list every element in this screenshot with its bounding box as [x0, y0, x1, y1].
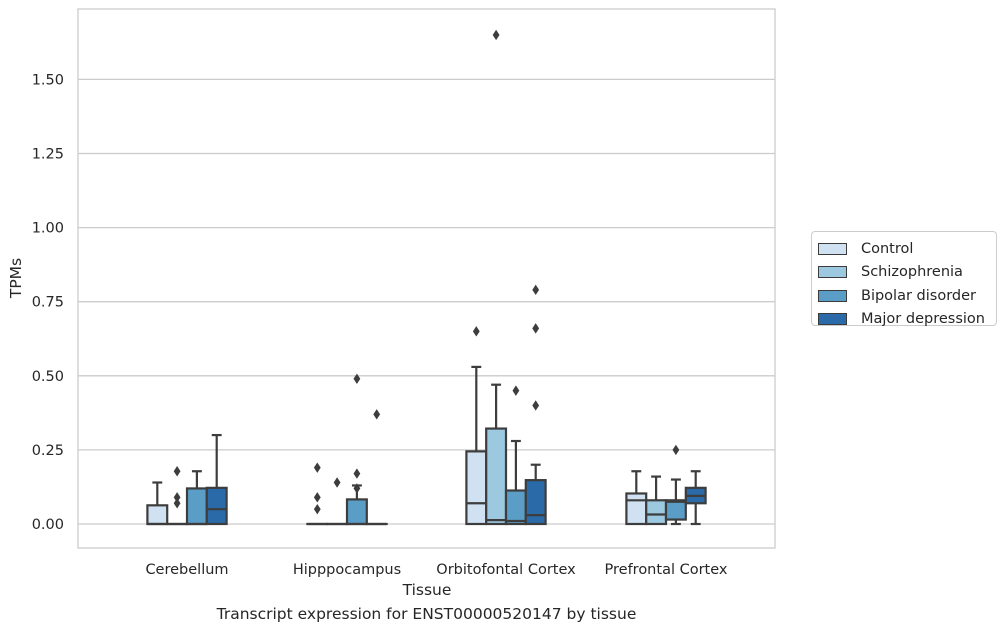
legend: Control Schizophrenia Bipolar disorder M… — [811, 231, 997, 327]
box-schizophrenia-cerebellum — [166, 466, 189, 526]
outlier-point — [353, 483, 361, 494]
y-axis-ticks: 0.00 0.25 0.50 0.75 1.00 1.25 1.50 — [32, 72, 64, 533]
box-body — [645, 499, 668, 526]
y-tick-label: 1.50 — [32, 72, 64, 88]
box-bipolar-disorder-hipppocampus — [345, 373, 368, 526]
box-schizophrenia-prefrontal-cortex — [645, 475, 668, 526]
outlier-point — [353, 373, 361, 384]
x-tick-label: Prefrontal Cortex — [605, 562, 728, 578]
box-schizophrenia-hipppocampus — [326, 477, 349, 526]
outlier-point — [532, 284, 540, 296]
outlier-point — [472, 326, 480, 337]
box-bipolar-disorder-cerebellum — [185, 470, 208, 526]
outlier-point — [532, 400, 540, 411]
outlier-point — [512, 385, 520, 396]
y-tick-label: 0.25 — [32, 443, 64, 459]
box-control-cerebellum — [146, 481, 169, 526]
legend-swatch-schizophrenia — [818, 266, 847, 279]
box-body — [664, 499, 687, 521]
box-major-depression-hipppocampus — [365, 409, 388, 526]
y-tick-label: 0.75 — [32, 295, 64, 311]
outlier-point — [333, 477, 341, 488]
legend-item-control: Control — [818, 237, 996, 261]
outlier-point — [373, 409, 381, 420]
y-tick-label: 0.00 — [32, 517, 64, 533]
box-control-hipppocampus — [306, 462, 329, 526]
legend-label-control: Control — [861, 240, 914, 257]
outlier-point — [313, 503, 321, 515]
box-body — [504, 489, 527, 526]
outlier-point — [532, 323, 540, 334]
legend-item-schizophrenia: Schizophrenia — [818, 261, 996, 285]
outlier-point — [173, 466, 181, 477]
box-body — [345, 498, 368, 526]
y-axis-label: TPMs — [7, 258, 25, 299]
legend-item-bipolar-disorder: Bipolar disorder — [818, 284, 996, 308]
box-schizophrenia-orbitofontal-cortex — [485, 29, 508, 526]
box-body — [485, 427, 508, 526]
outlier-point — [353, 468, 361, 479]
box-major-depression-prefrontal-cortex — [684, 470, 707, 526]
chart-caption: Transcript expression for ENST0000052014… — [216, 605, 637, 623]
x-tick-label: Orbitofontal Cortex — [436, 562, 576, 578]
outlier-point — [672, 444, 680, 456]
legend-label-bipolar-disorder: Bipolar disorder — [861, 287, 976, 304]
box-body — [146, 504, 169, 526]
y-tick-label: 1.00 — [32, 221, 64, 237]
legend-swatch-major-depression — [818, 313, 847, 326]
box-plot-marks — [146, 29, 707, 526]
y-tick-label: 1.25 — [32, 147, 64, 163]
plot-frame — [77, 8, 776, 549]
box-body — [205, 486, 228, 526]
legend-label-schizophrenia: Schizophrenia — [861, 264, 963, 281]
legend-swatch-control — [818, 242, 847, 255]
box-body — [524, 479, 547, 526]
x-tick-label: Cerebellum — [145, 562, 228, 578]
legend-swatch-bipolar-disorder — [818, 289, 847, 302]
y-tick-label: 0.50 — [32, 369, 64, 385]
box-control-prefrontal-cortex — [625, 470, 648, 526]
outlier-point — [173, 492, 181, 503]
legend-item-major-depression: Major depression — [818, 308, 996, 332]
outlier-point — [173, 498, 181, 509]
legend-label-major-depression: Major depression — [861, 311, 985, 328]
box-body — [185, 487, 208, 526]
x-axis-label: Tissue — [402, 581, 452, 599]
x-axis-ticks: Cerebellum Hipppocampus Orbitofontal Corte… — [145, 562, 727, 578]
box-major-depression-orbitofontal-cortex — [524, 284, 547, 526]
box-body — [465, 450, 488, 526]
outlier-point — [313, 462, 321, 473]
box-major-depression-cerebellum — [205, 433, 228, 526]
box-bipolar-disorder-prefrontal-cortex — [664, 444, 687, 526]
grid-lines — [78, 78, 775, 525]
outlier-point — [313, 492, 321, 503]
box-control-orbitofontal-cortex — [465, 326, 488, 526]
box-body — [625, 492, 648, 526]
outlier-point — [492, 29, 500, 41]
box-bipolar-disorder-orbitofontal-cortex — [504, 385, 527, 526]
x-tick-label: Hipppocampus — [293, 562, 401, 578]
